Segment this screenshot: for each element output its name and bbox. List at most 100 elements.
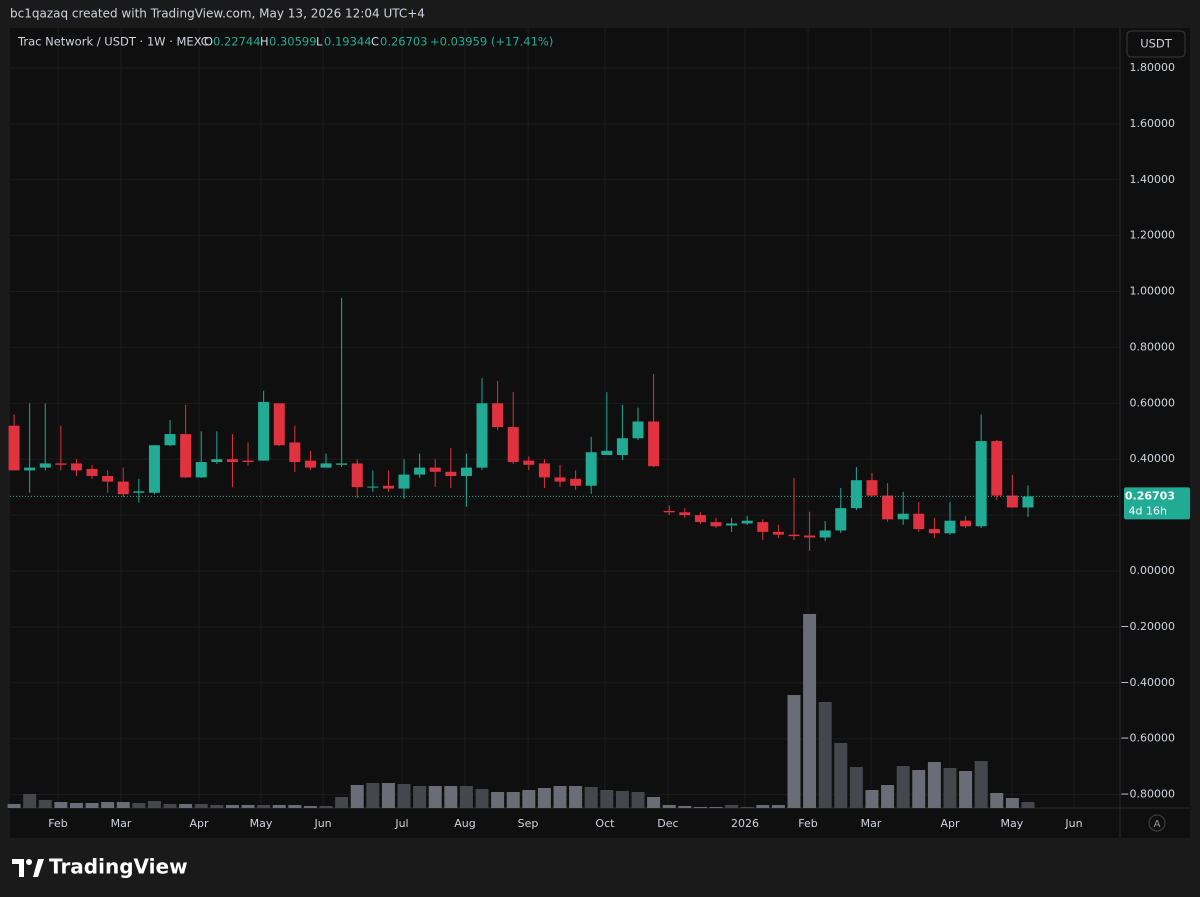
volume-bar [366, 783, 380, 808]
candle-body [835, 508, 847, 531]
volume-bar [709, 807, 723, 808]
candle-body [554, 477, 566, 482]
volume-bar [678, 806, 692, 808]
candle-body [476, 403, 488, 468]
candle-body [367, 486, 379, 488]
candle-body [492, 403, 504, 428]
x-tick-label: May [250, 817, 273, 830]
candle-body [180, 434, 192, 478]
volume-bar [818, 702, 832, 808]
volume-bar [459, 786, 473, 808]
volume-bar [210, 805, 224, 808]
volume-bar [241, 805, 255, 808]
volume-bar [803, 614, 817, 808]
candle-body [538, 463, 550, 478]
volume-bar [101, 802, 115, 808]
candle-body [304, 460, 316, 468]
brand-name: TradingView [49, 855, 188, 879]
candle-body [601, 450, 613, 456]
y-tick-label: 1.40000 [1130, 173, 1176, 186]
volume-bar [522, 790, 536, 808]
labels: 1.80000 1.60000 1.40000 1.20000 1.00000 0.800… [48, 61, 1190, 830]
volume-bar [600, 790, 614, 808]
volume-bar [319, 806, 333, 808]
y-tick-label: 0.00000 [1130, 564, 1176, 577]
volume-bar [912, 770, 926, 808]
volume-bar [38, 800, 52, 808]
y-tick-label: 1.20000 [1130, 229, 1176, 242]
x-tick-label: Jun [313, 817, 331, 830]
volume-bar [491, 792, 505, 808]
volume-bar [974, 761, 988, 808]
x-tick-label: Apr [940, 817, 960, 830]
candle-body [414, 467, 426, 475]
x-tick-label: Feb [798, 817, 817, 830]
x-tick-label: 2026 [731, 817, 759, 830]
candle-body [694, 515, 706, 523]
x-tick-label: May [1001, 817, 1024, 830]
candle-body [195, 462, 207, 478]
candle-body [741, 520, 753, 524]
candle-body [897, 513, 909, 520]
volume-bar [85, 803, 99, 808]
candle-body [616, 438, 628, 456]
volume-bar [335, 797, 349, 808]
volume-bar [631, 792, 645, 808]
candle-body [382, 485, 394, 489]
candle-body [336, 463, 348, 465]
currency-button[interactable] [1126, 30, 1186, 58]
candle-body [975, 441, 987, 527]
candle-body [1006, 495, 1018, 508]
last-price-box [1124, 487, 1190, 520]
candle-body [320, 463, 332, 468]
symbol-title: Trac Network / USDT · 1W · MEXC [17, 35, 209, 49]
candle-body [242, 460, 254, 463]
auto-scale-label[interactable]: A [1154, 819, 1161, 830]
candle-body [804, 535, 816, 538]
volume-bar [834, 743, 848, 808]
candle-body [24, 467, 36, 471]
volume-bar [69, 803, 83, 808]
volume-bar [865, 790, 879, 808]
y-tick-label: 1.00000 [1130, 285, 1176, 298]
candle-body [86, 469, 98, 476]
volume-bar [288, 805, 302, 808]
candle-body [866, 480, 878, 496]
legend: Trac Network / USDT · 1W · MEXC O 0.2274… [17, 35, 553, 49]
volume-bar [740, 807, 754, 808]
auto-scale-button[interactable] [1148, 814, 1166, 832]
chart-panel [10, 28, 1190, 838]
legend-value: 0.19344 [324, 35, 372, 49]
logo-mark [26, 859, 32, 865]
candle-body [726, 523, 738, 526]
candle-body [133, 491, 145, 493]
legend-key: O [204, 35, 213, 49]
candle-body [102, 475, 114, 482]
candle-body [710, 522, 722, 527]
volume-bar [116, 802, 130, 808]
candle-body [757, 522, 769, 532]
x-tick-label: Jun [1064, 817, 1082, 830]
candle-body [819, 530, 831, 538]
x-tick-label: Feb [48, 817, 67, 830]
volume-bar [569, 786, 583, 808]
candle-body [850, 480, 862, 509]
currency-label[interactable]: USDT [1140, 37, 1173, 51]
candle-body [55, 463, 67, 465]
candle-body [273, 403, 285, 446]
candle-body [523, 460, 535, 465]
y-tick-label: 0.60000 [1130, 396, 1176, 409]
volume-bar [303, 806, 317, 808]
volume-bar [537, 788, 551, 808]
volume-bar [787, 695, 801, 808]
logo-mark [33, 859, 44, 877]
volume-bar [397, 784, 411, 808]
legend-key: H [260, 35, 269, 49]
x-tick-label: Mar [861, 817, 882, 830]
y-tick-label: 0.80000 [1130, 340, 1176, 353]
volume-bar [257, 805, 271, 808]
y-tick-label: −0.80000 [1120, 788, 1175, 801]
candle-body [632, 421, 644, 439]
candle-body [772, 531, 784, 535]
